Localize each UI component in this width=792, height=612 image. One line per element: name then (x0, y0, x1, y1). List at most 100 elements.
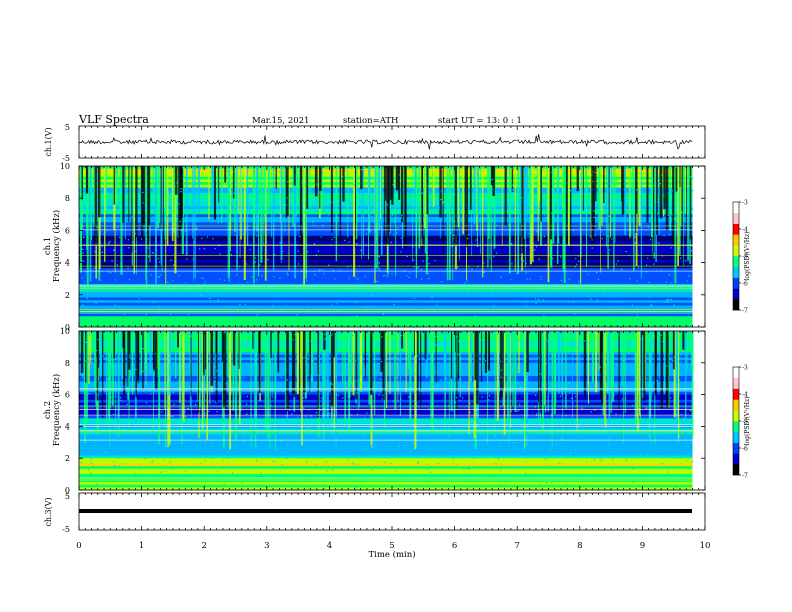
spectrogram-band (79, 484, 693, 488)
spectrogram-speckle (344, 239, 346, 241)
spectrogram-speckle (258, 275, 260, 277)
spectrogram-speckle (482, 224, 484, 226)
spectrogram-streak (514, 331, 517, 412)
spectrogram-speckle (79, 342, 81, 344)
spectrogram-speckle (259, 264, 261, 266)
spectrogram-speckle (188, 386, 191, 388)
colorbar-tick-label: -3 (742, 200, 748, 207)
spectrogram-speckle (428, 435, 430, 437)
spectrogram-gap (400, 166, 404, 223)
spectrogram-speckle (540, 433, 542, 436)
spectrogram-speckle (87, 468, 90, 471)
spectrogram-streak (355, 166, 358, 240)
spectrogram-streak (292, 166, 294, 228)
spectrogram-speckle (501, 232, 503, 234)
spectrogram-gap (526, 331, 529, 373)
spectrogram-speckle (262, 484, 264, 487)
spectrogram-speckle (410, 439, 412, 442)
spectrogram-speckle (380, 360, 383, 363)
spectrogram-speckle (540, 227, 542, 229)
spectrogram-speckle (570, 397, 573, 400)
spectrogram-speckle (346, 387, 349, 389)
spectrogram-speckle (380, 270, 382, 272)
spectrogram-speckle (348, 308, 350, 310)
spectrogram-speckle (441, 319, 443, 321)
spectrogram-speckle (475, 315, 477, 317)
spectrogram-streak (409, 331, 412, 421)
spectrogram-gap (654, 331, 657, 393)
spectrogram-speckle (348, 456, 350, 458)
spectrogram-speckle (654, 427, 656, 429)
spectrogram-speckle (502, 187, 504, 189)
spectrogram-speckle (312, 360, 314, 362)
spectrogram-gap (317, 331, 319, 418)
spectrogram-speckle (222, 418, 225, 421)
spectrogram-speckle (186, 385, 188, 388)
spectrogram-speckle (263, 455, 265, 457)
spectrogram-band (79, 365, 693, 369)
spectrogram-streak (635, 166, 638, 267)
spectrogram-speckle (112, 438, 114, 441)
spectrogram-speckle (276, 432, 278, 434)
spectrogram-streak (595, 331, 598, 393)
spectrogram-speckle (406, 444, 408, 447)
spectrogram-streak (676, 331, 679, 444)
spectrogram-speckle (445, 292, 447, 294)
ch1-spec-ylabel-frequency: Frequency (kHz) (51, 210, 62, 282)
spectrogram-speckle (204, 446, 206, 448)
colorbar-segment (733, 375, 739, 379)
spectrogram-speckle (86, 297, 88, 299)
spectrogram-speckle (315, 199, 317, 201)
spectrogram-speckle (107, 271, 110, 273)
spectrogram-speckle (621, 268, 623, 270)
spectrogram-speckle (357, 278, 359, 280)
spectrogram-speckle (132, 243, 135, 245)
spectrogram-gap (389, 166, 393, 201)
spectrogram-speckle (207, 194, 209, 196)
colorbar-tick-label: -6 (742, 446, 748, 453)
spectrogram-speckle (328, 264, 330, 266)
spectrogram-speckle (138, 298, 140, 300)
spectrogram-speckle (359, 354, 361, 356)
spectrogram-speckle (114, 322, 116, 324)
spectrogram-speckle (467, 233, 470, 236)
spectrogram-speckle (616, 346, 618, 348)
spectrogram-speckle (282, 250, 284, 253)
spectrogram-speckle (115, 434, 118, 436)
spectrogram-speckle (481, 170, 483, 172)
spectrogram-speckle (541, 421, 543, 423)
spectrogram-speckle (643, 294, 645, 296)
spectrogram-speckle (89, 334, 91, 336)
spectrogram-speckle (507, 467, 509, 469)
spectrogram-speckle (224, 331, 226, 333)
spectrogram-speckle (206, 211, 208, 213)
spectrogram-streak (558, 331, 560, 394)
spectrogram-speckle (279, 242, 281, 244)
spectrogram-streak (227, 331, 229, 378)
spectrogram-speckle (123, 185, 125, 188)
spectrogram-speckle (337, 394, 339, 397)
spectrogram-speckle (366, 365, 368, 367)
spectrogram-gap (160, 166, 162, 229)
spectrogram-speckle (357, 463, 359, 466)
spectrogram-speckle (110, 290, 112, 292)
spectrogram-speckle (147, 368, 149, 370)
spectrogram-speckle (223, 406, 225, 408)
spectrogram-speckle (462, 178, 465, 180)
spectrogram-speckle (204, 482, 206, 484)
spectrogram-speckle (651, 304, 653, 306)
spectrogram-speckle (345, 194, 348, 196)
spectrogram-streak (682, 166, 684, 266)
spectrogram-speckle (431, 361, 433, 363)
spectrogram-speckle (662, 340, 664, 343)
spectrogram-speckle (183, 175, 185, 178)
spectrogram-speckle (546, 205, 548, 207)
spectrogram-speckle (581, 181, 583, 183)
spectrogram-speckle (491, 432, 493, 434)
spectrogram-speckle (97, 312, 99, 314)
spectrogram-speckle (574, 266, 576, 268)
spectrogram-streak (239, 166, 241, 258)
spectrogram-speckle (522, 260, 525, 262)
spectrogram-speckle (608, 215, 611, 217)
spectrogram-speckle (111, 260, 113, 262)
